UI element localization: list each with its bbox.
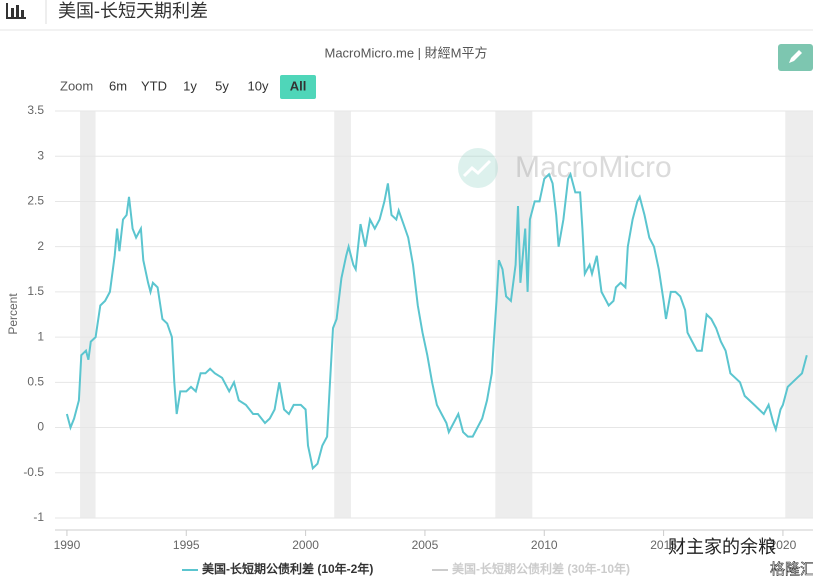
zoom-button-label: 1y	[183, 78, 197, 93]
zoom-button-bg	[176, 75, 204, 99]
y-tick-label: -0.5	[23, 465, 44, 479]
y-axis-label: Percent	[6, 293, 20, 335]
x-tick-label: 2005	[412, 538, 439, 552]
zoom-button-label: YTD	[141, 78, 167, 93]
edit-button[interactable]	[778, 44, 813, 71]
recession-band	[495, 111, 533, 518]
zoom-button-bg	[280, 75, 316, 99]
zoom-button-bg	[208, 75, 236, 99]
zoom-button[interactable]: 5y	[208, 75, 236, 99]
x-tick-label: 2015	[650, 538, 677, 552]
y-tick-label: 2	[37, 239, 44, 253]
zoom-button-label: 6m	[109, 78, 127, 93]
x-tick-label: 1990	[54, 538, 81, 552]
zoom-button-label: All	[290, 78, 307, 93]
y-tick-label: 1.5	[27, 284, 44, 298]
y-tick-label: 2.5	[27, 194, 44, 208]
zoom-label: Zoom	[60, 78, 93, 93]
zoom-button[interactable]: 1y	[176, 75, 204, 99]
legend-item[interactable]: 美国-长短期公债利差 (30年-10年)	[432, 561, 630, 576]
zoom-button[interactable]: 6m	[104, 75, 132, 99]
y-tick-label: 3.5	[27, 103, 44, 117]
legend-item[interactable]: 美国-长短期公债利差 (10年-2年)	[182, 561, 373, 576]
zoom-button[interactable]: 10y	[240, 75, 276, 99]
x-tick-label: 2010	[531, 538, 558, 552]
zoom-button-label: 5y	[215, 78, 229, 93]
recession-band	[80, 111, 96, 518]
chart-icon	[6, 3, 26, 19]
series-line	[65, 171, 808, 471]
site-watermark: 格隆汇	[770, 561, 813, 578]
x-tick-label: 2000	[292, 538, 319, 552]
zoom-button-bg	[136, 75, 172, 99]
brand-text: MacroMicro	[515, 151, 672, 184]
x-tick-label: 1995	[173, 538, 200, 552]
page-title: 美国-长短天期利差	[58, 1, 208, 21]
y-tick-label: 1	[37, 329, 44, 343]
x-tick-label: 2020	[770, 538, 797, 552]
y-tick-label: 0.5	[27, 375, 44, 389]
recession-band	[334, 111, 351, 518]
y-tick-label: 0	[37, 420, 44, 434]
credit-watermark: 财主家的余粮	[668, 537, 776, 557]
zoom-button-bg	[104, 75, 132, 99]
zoom-button[interactable]: All	[280, 75, 316, 99]
legend-label: 美国-长短期公债利差 (30年-10年)	[452, 561, 630, 576]
brand-watermark: MacroMicro	[458, 148, 672, 188]
recession-band	[785, 111, 813, 518]
zoom-button-label: 10y	[248, 78, 269, 93]
y-tick-label: -1	[33, 510, 44, 524]
zoom-button-bg	[240, 75, 276, 99]
chart-subtitle: MacroMicro.me | 財經M平方	[325, 45, 488, 60]
legend-label: 美国-长短期公债利差 (10年-2年)	[202, 561, 373, 576]
y-tick-label: 3	[37, 148, 44, 162]
zoom-button[interactable]: YTD	[136, 75, 172, 99]
